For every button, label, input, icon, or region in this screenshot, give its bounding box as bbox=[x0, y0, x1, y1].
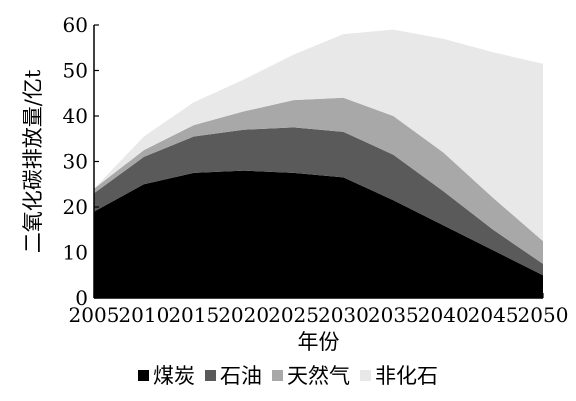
y-tick-label: 0 bbox=[75, 286, 88, 310]
x-tick-label: 2045 bbox=[468, 303, 519, 327]
x-tick-label: 2015 bbox=[168, 303, 219, 327]
x-tick-label: 2005 bbox=[69, 303, 120, 327]
legend-swatch bbox=[138, 369, 149, 381]
x-tick-label: 2040 bbox=[418, 303, 469, 327]
x-tick-label: 2050 bbox=[518, 303, 569, 327]
area-series-0 bbox=[94, 170, 543, 298]
legend-label: 非化石 bbox=[375, 364, 438, 388]
x-axis-label: 年份 bbox=[298, 330, 340, 354]
y-tick-label: 50 bbox=[63, 59, 88, 83]
area-series-2 bbox=[94, 97, 543, 264]
legend-swatch bbox=[205, 369, 216, 381]
area-series-1 bbox=[94, 127, 543, 276]
x-tick-label: 2025 bbox=[268, 303, 319, 327]
legend: 煤炭 石油 天然气 非化石 bbox=[0, 358, 576, 392]
y-tick-label: 60 bbox=[63, 13, 88, 37]
legend-item-3: 非化石 bbox=[360, 360, 438, 390]
legend-item-0: 煤炭 bbox=[138, 360, 195, 390]
legend-label: 石油 bbox=[220, 364, 262, 388]
legend-swatch bbox=[272, 369, 283, 381]
legend-label: 天然气 bbox=[287, 364, 350, 388]
y-tick-label: 40 bbox=[63, 104, 88, 128]
legend-item-2: 天然气 bbox=[272, 360, 350, 390]
legend-item-1: 石油 bbox=[205, 360, 262, 390]
y-axis-label: 二氧化碳排放量/亿t bbox=[21, 69, 45, 253]
y-tick-label: 10 bbox=[63, 241, 88, 265]
legend-label: 煤炭 bbox=[153, 364, 195, 388]
legend-swatch bbox=[360, 369, 371, 381]
area-series-group bbox=[94, 29, 543, 298]
x-tick-label: 2010 bbox=[118, 303, 169, 327]
x-tick-label: 2030 bbox=[318, 303, 369, 327]
area-series-3 bbox=[94, 29, 543, 242]
x-tick-label: 2035 bbox=[368, 303, 419, 327]
y-tick-label: 30 bbox=[63, 150, 88, 174]
y-ticks: 0 10 20 30 40 50 60 bbox=[63, 13, 99, 310]
x-tick-label: 2020 bbox=[218, 303, 269, 327]
y-tick-label: 20 bbox=[63, 195, 88, 219]
